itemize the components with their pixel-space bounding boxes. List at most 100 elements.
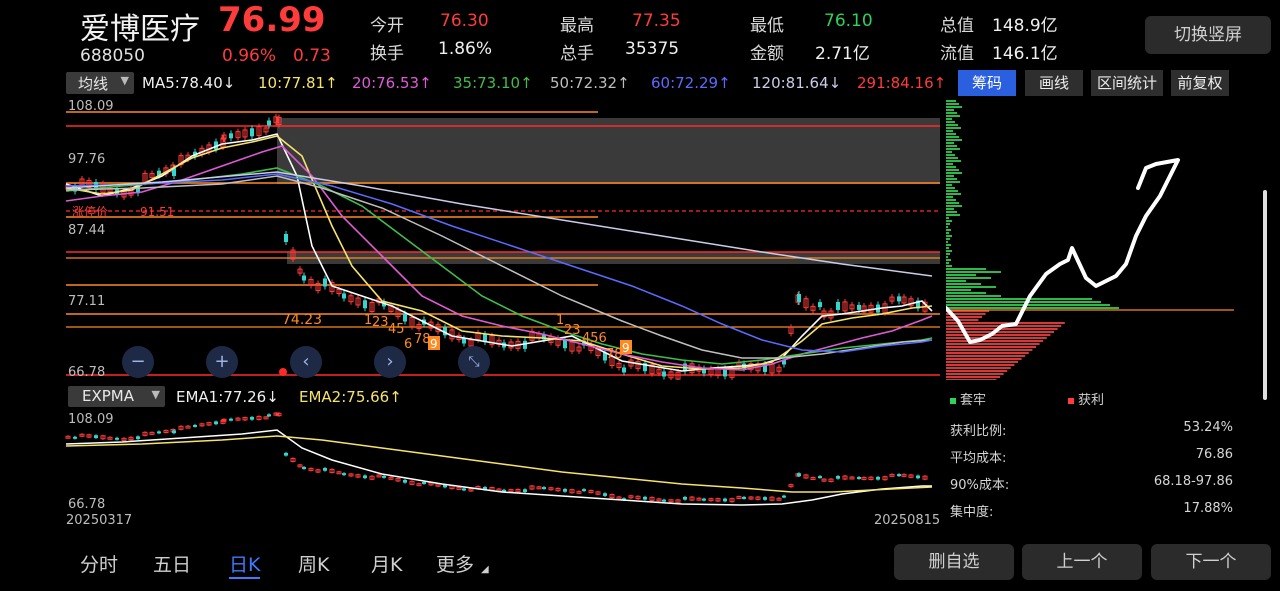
ma291-value: 291:84.16↑ (857, 74, 947, 92)
candle-body (443, 327, 447, 336)
ema2-value: EMA2:75.66↑ (299, 388, 402, 406)
chip-bar (946, 205, 962, 207)
candle-body (508, 489, 514, 493)
candle-body (172, 168, 176, 176)
candle-body (675, 371, 681, 380)
candle-body (582, 489, 586, 492)
legend-profit: 获利 (1068, 389, 1104, 408)
limit-value: 91.51 (140, 205, 174, 219)
stock-code: 688050 (80, 46, 145, 66)
low-label: 最低 (750, 16, 784, 36)
chip-bar (946, 229, 951, 231)
chip-bar (946, 220, 952, 222)
tab-zhouk[interactable]: 周K (298, 554, 330, 576)
candle-body (336, 471, 342, 475)
chip-bar (946, 316, 982, 318)
candle-body (409, 480, 415, 485)
chip-bar (946, 259, 951, 261)
candle-body (702, 498, 706, 501)
prev-stock-button[interactable]: 上一个 (1022, 544, 1142, 580)
chip-bar (946, 298, 1092, 300)
candle-body (297, 464, 303, 468)
candle-body (308, 467, 314, 471)
candle-body (769, 496, 775, 501)
main-kline-chart[interactable]: 108.09 97.76 87.44 77.11 66.78 涨停价 91.51… (62, 96, 942, 380)
chip-bar (946, 226, 948, 228)
candle-body (323, 468, 327, 471)
candle-body (489, 335, 495, 346)
candle-body (115, 437, 119, 440)
scroll-left-button[interactable]: ‹ (290, 346, 322, 378)
zoom-out-button[interactable]: − (122, 346, 154, 378)
candle-body (422, 481, 426, 484)
turnover-label: 换手 (370, 44, 404, 64)
candle-body (157, 170, 161, 176)
next-stock-button[interactable]: 下一个 (1151, 544, 1271, 580)
scroll-right-button[interactable]: › (374, 346, 406, 378)
candle-body (172, 430, 176, 434)
chips-button[interactable]: 筹码 (958, 70, 1016, 96)
turnover-value: 1.86% (438, 39, 493, 59)
indicator-selector[interactable]: EXPMA ▼ (68, 386, 165, 407)
expma-chart[interactable]: 108.09 66.78 (62, 408, 942, 512)
candle-body (861, 476, 867, 480)
candle-body (315, 469, 321, 473)
candle-body (121, 437, 127, 441)
candle-body (220, 419, 226, 424)
candle-body (842, 301, 848, 312)
candle-body (416, 483, 422, 487)
chip-bar (946, 100, 956, 102)
ma5-value: MA5:78.40↓ (142, 74, 236, 92)
seq-a-4: 6 (404, 337, 412, 352)
tab-rik[interactable]: 日K (229, 550, 261, 579)
remove-watchlist-button[interactable]: 删自选 (894, 544, 1014, 580)
stat-row: 90%成本: 68.18-97.86 (950, 474, 1233, 493)
candle-body (302, 467, 306, 470)
chip-bar (946, 223, 950, 225)
candle-body (609, 494, 615, 499)
tab-wuri[interactable]: 五日 (153, 554, 192, 576)
candle-body (649, 496, 655, 501)
chip-bar (946, 244, 951, 246)
chevron-down-icon: ▼ (120, 74, 129, 87)
chip-bar (946, 151, 952, 153)
ma-selector[interactable]: 均线 ▼ (66, 72, 134, 94)
zoom-in-button[interactable]: + (206, 346, 238, 378)
chip-bar (946, 232, 949, 234)
candle-body (656, 368, 662, 374)
candle-body (369, 302, 375, 312)
chip-bar (946, 148, 960, 150)
float-label: 流值 (940, 44, 974, 64)
candle-body (803, 298, 809, 309)
ma50-value: 50:72.32↑ (550, 74, 630, 92)
tab-more[interactable]: 更多 (436, 554, 475, 576)
chip-bar (946, 250, 952, 252)
candle-body (329, 468, 335, 473)
tab-yuek[interactable]: 月K (371, 554, 403, 576)
candle-body (635, 495, 641, 500)
candle-body (284, 452, 288, 456)
candle-body (315, 283, 321, 291)
candle-body (235, 131, 241, 139)
switch-portrait-button[interactable]: 切换竖屏 (1145, 16, 1271, 54)
candle-body (308, 279, 314, 286)
tab-fenshi[interactable]: 分时 (80, 554, 119, 576)
chip-bar (946, 184, 952, 186)
chip-bar (946, 358, 1022, 360)
stat-row: 平均成本: 76.86 (950, 447, 1233, 466)
seq-b-3: 456 (582, 331, 607, 346)
range-stats-button[interactable]: 区间统计 (1091, 70, 1163, 96)
chip-bar (946, 166, 956, 168)
chip-bar (946, 196, 953, 198)
expand-icon[interactable]: ⤡ (458, 346, 490, 378)
draw-line-button[interactable]: 画线 (1025, 70, 1083, 96)
adjust-button[interactable]: 前复权 (1171, 70, 1229, 96)
candle-body (502, 489, 506, 492)
candle-body (536, 486, 542, 490)
chip-bar (946, 346, 1036, 348)
chip-bar (946, 193, 961, 195)
candle-body (748, 496, 754, 500)
candle-body (468, 488, 474, 492)
scrollbar[interactable] (1263, 190, 1267, 400)
candle-body (250, 416, 254, 420)
